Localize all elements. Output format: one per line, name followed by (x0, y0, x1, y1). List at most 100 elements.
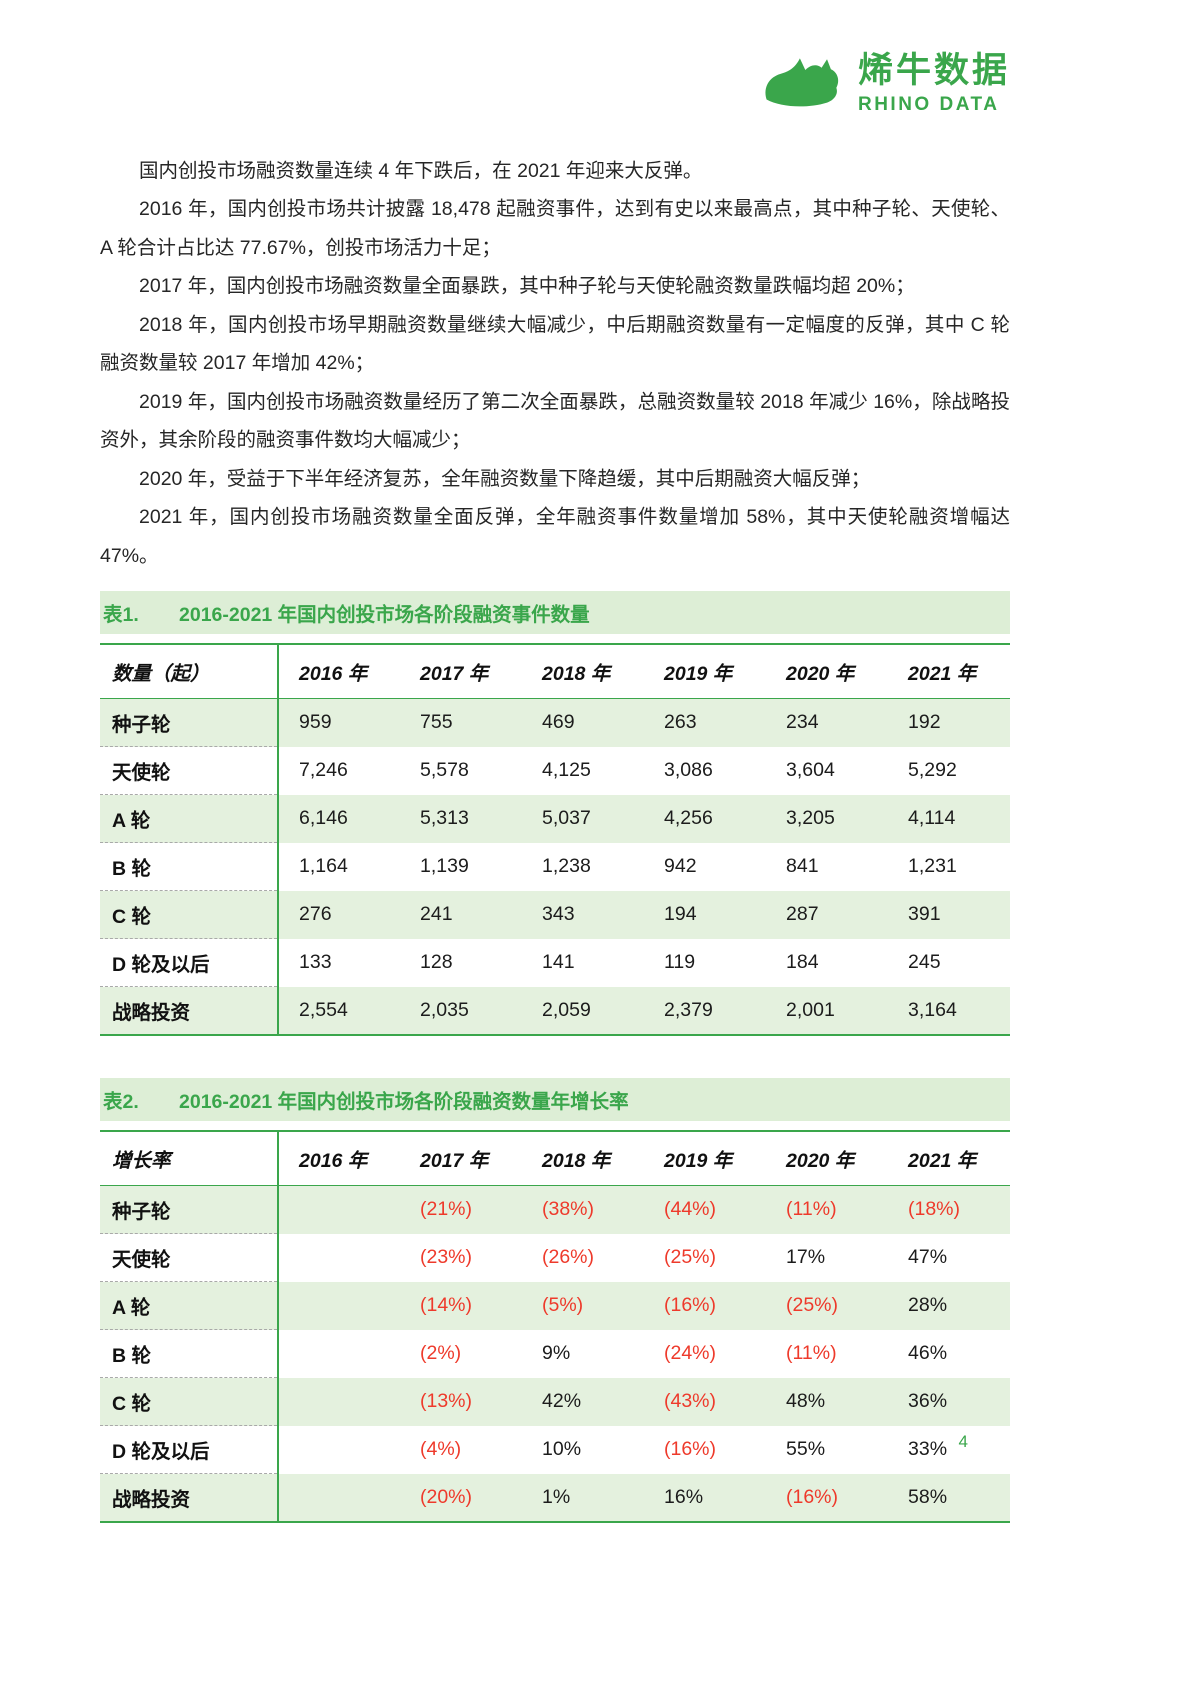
cell-value: 46% (908, 1342, 948, 1364)
row-label: 天使轮 (100, 746, 279, 795)
cell-value: 33% (908, 1438, 948, 1460)
table1-title-bar: 表1. 2016-2021 年国内创投市场各阶段融资事件数量 (100, 591, 1010, 634)
logo-cn-text: 烯牛数据 (857, 51, 1010, 90)
cell-value: (14%) (420, 1294, 473, 1316)
cell-value: (5%) (542, 1294, 584, 1316)
cell-value: 1,238 (542, 855, 591, 877)
cell-value (278, 1378, 400, 1426)
paragraph: 2016 年，国内创投市场共计披露 18,478 起融资事件，达到有史以来最高点… (100, 198, 1010, 259)
row-label: C 轮 (100, 890, 279, 939)
cell-value: (43%) (664, 1390, 717, 1412)
cell-value: 5,578 (420, 759, 469, 781)
cell-value: 58% (908, 1485, 948, 1508)
cell-value: 234 (786, 711, 819, 734)
table1-year-header: 2016 年 (278, 643, 400, 699)
cell-value: 2,059 (542, 998, 591, 1021)
row-label: B 轮 (100, 1329, 279, 1378)
cell-value: 6,146 (299, 807, 348, 829)
table-row: B 轮 (2%) 9% (24%) (11%) 46% (100, 1329, 1010, 1378)
cell-value: 4,256 (664, 807, 713, 829)
cell-value: 343 (542, 903, 575, 925)
cell-value: 5,037 (542, 807, 591, 829)
cell-value: 10% (542, 1438, 582, 1460)
cell-value: (13%) (420, 1390, 473, 1412)
cell-value: 841 (786, 855, 819, 877)
cell-value: 3,604 (786, 759, 835, 781)
table1-year-header: 2019 年 (644, 643, 766, 699)
cell-value: (16%) (664, 1438, 717, 1460)
table1-body: 种子轮 959 755 469 263 234 192 天使轮 7,246 5,578 4,125 3… (100, 698, 1010, 1035)
cell-value: 192 (908, 711, 941, 734)
row-label: 种子轮 (100, 698, 279, 747)
row-label: C 轮 (100, 1377, 279, 1426)
table-row: D 轮及以后 133 128 141 119 184 245 (100, 938, 1010, 987)
table2-corner-header: 增长率 (100, 1130, 279, 1186)
table2-header-row: 增长率 2016 年 2017 年 2018 年 2019 年 2020 年 2021 年 (100, 1130, 1010, 1186)
page-number: 4 (958, 1432, 968, 1451)
cell-value: 3,164 (908, 998, 957, 1021)
rhino-data-logo: 烯牛数据 RHINO DATA (760, 51, 1010, 116)
cell-value: 7,246 (299, 759, 348, 781)
cell-value: 141 (542, 951, 575, 973)
paragraph: 国内创投市场融资数量连续 4 年下跌后，在 2021 年迎来大反弹。 (139, 159, 703, 182)
cell-value: 942 (664, 855, 697, 877)
cell-value: 119 (664, 951, 696, 973)
cell-value: 1,231 (908, 855, 957, 877)
row-label: D 轮及以后 (100, 938, 279, 987)
cell-value: 241 (420, 903, 453, 925)
table1-year-header: 2017 年 (400, 643, 522, 699)
rhino-icon (765, 58, 839, 107)
cell-value: 469 (542, 711, 575, 734)
paragraph: 2020 年，受益于下半年经济复苏，全年融资数量下降趋缓，其中后期融资大幅反弹； (139, 467, 871, 490)
cell-value: 36% (908, 1390, 948, 1412)
header: 烯牛数据 RHINO DATA (100, 0, 1010, 116)
paragraph: 2021 年，国内创投市场融资数量全面反弹，全年融资事件数量增加 58%，其中天… (100, 506, 1010, 567)
cell-value (278, 1474, 400, 1523)
table-row: 战略投资 2,554 2,035 2,059 2,379 2,001 3,164 (100, 986, 1010, 1035)
table1-section: 表1. 2016-2021 年国内创投市场各阶段融资事件数量 数量（起） 2016… (100, 591, 1010, 1036)
cell-value: 2,379 (664, 998, 713, 1021)
cell-value: 2,001 (786, 998, 835, 1021)
cell-value: 276 (299, 903, 332, 925)
row-label: A 轮 (100, 794, 279, 843)
table2-title: 2016-2021 年国内创投市场各阶段融资数量年增长率 (179, 1091, 629, 1113)
logo-text: 烯牛数据 RHINO DATA (857, 51, 1010, 116)
cell-value (278, 1330, 400, 1378)
cell-value: 9% (542, 1342, 571, 1364)
table-row: 天使轮 7,246 5,578 4,125 3,086 3,604 5,292 (100, 746, 1010, 795)
row-label: 战略投资 (100, 1473, 279, 1522)
cell-value: 17% (786, 1246, 826, 1268)
cell-value: (11%) (786, 1198, 837, 1221)
cell-value: (16%) (786, 1485, 839, 1508)
cell-value: 47% (908, 1246, 948, 1268)
row-label: B 轮 (100, 842, 279, 891)
cell-value: 5,313 (420, 807, 469, 829)
paragraph: 2017 年，国内创投市场融资数量全面暴跌，其中种子轮与天使轮融资数量跌幅均超 … (139, 275, 915, 297)
cell-value: (23%) (420, 1246, 473, 1268)
cell-value: 48% (786, 1390, 826, 1412)
cell-value: (25%) (664, 1246, 717, 1268)
cell-value: (20%) (420, 1485, 473, 1508)
table2-body: 种子轮 (21%) (38%) (44%) (11%) (18%) 天使轮 (23%) (26%… (100, 1185, 1010, 1523)
table-row: A 轮 (14%) (5%) (16%) (25%) 28% (100, 1281, 1010, 1330)
cell-value: 133 (299, 951, 332, 973)
table2-year-header: 2016 年 (278, 1130, 400, 1186)
cell-value: 184 (786, 951, 819, 973)
cell-value: 5,292 (908, 759, 957, 781)
content-area: 烯牛数据 RHINO DATA 国内创投市场融资数量连续 4 年下跌后，在 20… (100, 0, 1010, 1523)
table-row: B 轮 1,164 1,139 1,238 942 841 1,231 (100, 842, 1010, 891)
row-label: 战略投资 (100, 986, 279, 1035)
table1-header-row: 数量（起） 2016 年 2017 年 2018 年 2019 年 2020 年 2021 … (100, 643, 1010, 699)
cell-value: 28% (908, 1294, 948, 1316)
cell-value: 55% (786, 1438, 826, 1460)
cell-value: 1,139 (420, 855, 469, 877)
cell-value: (16%) (664, 1294, 717, 1316)
logo-en-text: RHINO DATA (857, 93, 1000, 115)
cell-value: 755 (420, 711, 453, 734)
table-row: 战略投资 (20%) 1% 16% (16%) 58% (100, 1473, 1010, 1523)
table1-year-header: 2021 年 (888, 643, 1010, 699)
cell-value: 287 (786, 903, 819, 925)
table-row: C 轮 (13%) 42% (43%) 48% 36% (100, 1377, 1010, 1426)
table1-year-header: 2020 年 (766, 643, 888, 699)
